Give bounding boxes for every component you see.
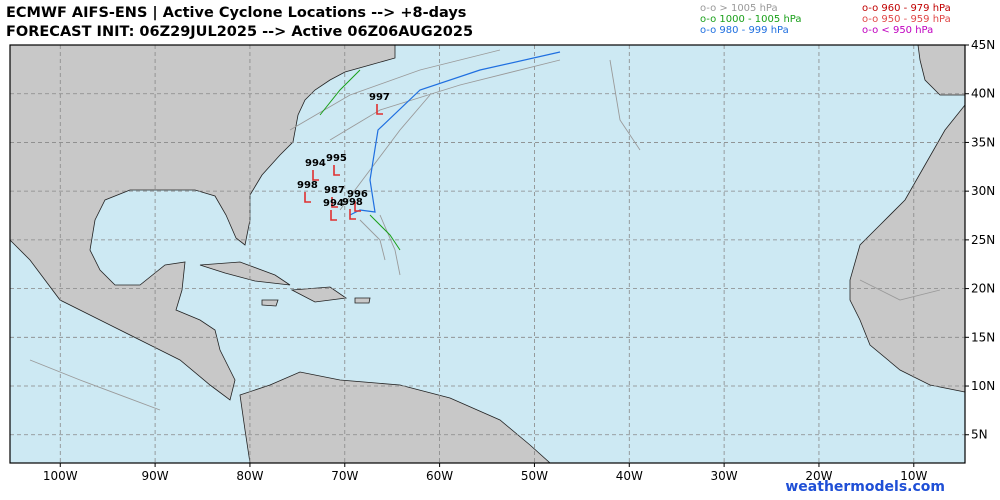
lon-tick-label: 70W (331, 469, 358, 483)
low-marker (330, 210, 337, 221)
subtitle: FORECAST INIT: 06Z29JUL2025 --> Active 0… (6, 24, 473, 40)
pressure-label: 998 (297, 180, 318, 191)
hispaniola (290, 286, 348, 303)
lon-tick-label: 60W (426, 469, 453, 483)
jamaica (261, 299, 279, 307)
tracks (29, 49, 941, 411)
low-marker (333, 165, 340, 176)
lat-tick-label: 35N (971, 135, 995, 149)
low-marker (354, 201, 361, 212)
lon-tick-label: 40W (616, 469, 643, 483)
track (29, 359, 161, 411)
lon-tick-label: 90W (142, 469, 169, 483)
low-marker (304, 192, 311, 203)
title: ECMWF AIFS-ENS | Active Cyclone Location… (6, 5, 466, 21)
low-marker (312, 170, 319, 181)
cuba (199, 261, 291, 286)
pressure-label: 994 (323, 198, 344, 209)
legend-entry: o-o 960 - 979 hPa (862, 3, 951, 14)
track (369, 214, 401, 251)
lon-tick-label: 80W (236, 469, 263, 483)
africa (849, 103, 966, 393)
track (379, 214, 401, 276)
lat-tick-label: 10N (971, 379, 995, 393)
land (9, 44, 966, 464)
north-america (9, 44, 396, 401)
lon-tick-label: 20W (805, 469, 832, 483)
south-america (239, 371, 552, 464)
puerto-rico (354, 297, 371, 304)
track (859, 279, 941, 301)
track (289, 49, 501, 131)
pressure-label: 995 (326, 153, 347, 164)
lat-tick-label: 25N (971, 233, 995, 247)
legend-entry: o-o 1000 - 1005 hPa (700, 14, 801, 25)
lat-tick-label: 20N (971, 282, 995, 296)
lon-tick-label: 100W (43, 469, 78, 483)
lon-tick-label: 10W (900, 469, 927, 483)
lat-tick-label: 40N (971, 87, 995, 101)
pressure-label: 998 (342, 197, 363, 208)
legend-entry: o-o > 1005 hPa (700, 3, 778, 14)
low-marker (376, 104, 383, 115)
track (329, 59, 561, 141)
legend-entry: o-o < 950 hPa (862, 25, 933, 36)
pressure-label: 994 (305, 158, 326, 169)
lon-tick-label: 30W (711, 469, 738, 483)
track (609, 59, 641, 151)
lat-tick-label: 45N (971, 38, 995, 52)
low-marker (331, 197, 338, 208)
lat-tick-label: 15N (971, 330, 995, 344)
legend-entry: o-o 950 - 959 hPa (862, 14, 951, 25)
low-marker (349, 209, 356, 220)
track (359, 219, 386, 261)
watermark: weathermodels.com (785, 479, 945, 495)
pressure-label: 987 (324, 185, 345, 196)
track (349, 51, 561, 216)
track (339, 94, 431, 211)
lon-tick-label: 50W (521, 469, 548, 483)
legend-entry: o-o 980 - 999 hPa (700, 25, 789, 36)
pressure-label: 997 (369, 92, 390, 103)
track (319, 69, 361, 116)
lat-tick-label: 30N (971, 184, 995, 198)
map-frame (9, 44, 966, 464)
lat-tick-label: 5N (971, 428, 988, 442)
pressure-label: 996 (347, 189, 368, 200)
